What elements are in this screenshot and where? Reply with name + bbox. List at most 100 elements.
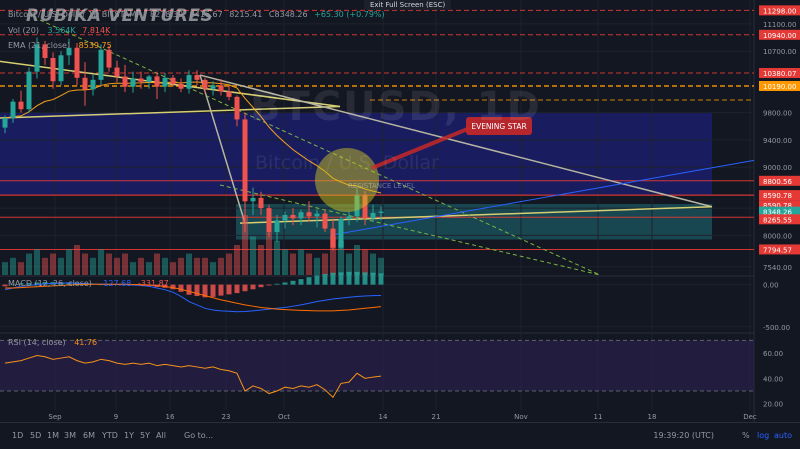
timeframe-6m[interactable]: 6M bbox=[83, 431, 95, 440]
evening-star-label-box bbox=[466, 117, 532, 135]
candle bbox=[282, 211, 288, 229]
candle-body bbox=[226, 91, 232, 97]
candle-body bbox=[114, 67, 120, 77]
rsi-indicator-label[interactable]: RSI (14, close) 41.76 bbox=[8, 338, 97, 347]
macd-indicator-label[interactable]: MACD (12, 26, close) -127.68 -331.87 bbox=[8, 279, 169, 288]
volume-bar bbox=[18, 262, 24, 275]
macd-histogram-bar bbox=[322, 274, 328, 285]
x-tick-label: 9 bbox=[114, 413, 118, 421]
percent-scale-toggle[interactable]: % bbox=[742, 431, 750, 440]
candle bbox=[18, 90, 24, 113]
candle-body bbox=[90, 79, 96, 90]
candle-body bbox=[330, 228, 336, 248]
macd-histogram-bar bbox=[290, 280, 296, 285]
candle bbox=[178, 78, 184, 93]
candle bbox=[314, 209, 320, 228]
timeframe-1y[interactable]: 1Y bbox=[124, 431, 134, 440]
name-watermark: Bitcoin / U.S. Dollar bbox=[255, 152, 439, 174]
candle-body bbox=[250, 197, 256, 202]
timeframe-5y[interactable]: 5Y bbox=[140, 431, 150, 440]
candle-body bbox=[178, 83, 184, 89]
log-scale-toggle[interactable]: log bbox=[757, 431, 770, 440]
candle bbox=[162, 73, 168, 93]
x-tick-label: Oct bbox=[278, 413, 290, 421]
ema-indicator-label[interactable]: EMA (21, close) 8539.75 bbox=[8, 41, 112, 50]
macd-series-line bbox=[5, 283, 382, 312]
volume-bar bbox=[58, 257, 64, 275]
macd-histogram-bar bbox=[266, 284, 272, 286]
timeframe-5d[interactable]: 5D bbox=[30, 431, 42, 440]
candle bbox=[202, 77, 208, 94]
y-tick-label: 8000.00 bbox=[763, 232, 792, 240]
macd-histogram-bar bbox=[2, 284, 8, 287]
candle-body bbox=[218, 85, 224, 92]
volume-bar bbox=[250, 236, 256, 275]
candle bbox=[26, 67, 32, 113]
volume-bar bbox=[338, 240, 344, 275]
price-label-text: 8348.26 bbox=[763, 209, 792, 217]
volume-bar bbox=[354, 245, 360, 275]
macd-histogram-bar bbox=[346, 271, 352, 285]
volume-bar bbox=[34, 249, 40, 275]
macd-histogram-bar bbox=[242, 284, 248, 292]
auto-scale-toggle[interactable]: auto bbox=[774, 431, 793, 440]
ohlc-readout: 8278.39 8416.67 8215.41 C8348.26 +65.30 … bbox=[150, 10, 389, 19]
volume-bar bbox=[106, 253, 112, 275]
candle-body bbox=[130, 78, 136, 87]
volume-bar bbox=[2, 262, 8, 275]
x-tick-label: 16 bbox=[166, 413, 175, 421]
candle-body bbox=[170, 77, 176, 84]
exit-fullscreen-button[interactable]: Exit Full Screen (ESC) bbox=[364, 0, 452, 10]
price-label-tag bbox=[759, 68, 800, 79]
candle bbox=[138, 71, 144, 89]
candle bbox=[322, 209, 328, 233]
timeframe-1m[interactable]: 1M bbox=[47, 431, 59, 440]
macd-histogram-bar bbox=[178, 284, 184, 292]
y-tick-label: 9800.00 bbox=[763, 110, 792, 118]
candle bbox=[266, 204, 272, 237]
candle-body bbox=[2, 118, 8, 128]
volume-bar bbox=[170, 262, 176, 275]
utc-clock[interactable]: 19:39:20 (UTC) bbox=[653, 431, 714, 440]
candle bbox=[226, 85, 232, 101]
price-label-tag bbox=[759, 206, 800, 217]
timeframe-all[interactable]: All bbox=[156, 431, 166, 440]
candle bbox=[170, 75, 176, 87]
volume-bar bbox=[10, 257, 16, 275]
candle bbox=[378, 206, 384, 221]
candle bbox=[330, 218, 336, 251]
volume-indicator-label[interactable]: Vol (20) 3.564K 7.814K bbox=[8, 26, 110, 35]
candle bbox=[298, 209, 304, 226]
volume-bar bbox=[370, 253, 376, 275]
volume-bar bbox=[186, 253, 192, 275]
volume-bar bbox=[242, 215, 248, 275]
x-tick-label: Nov bbox=[514, 413, 528, 421]
candle-body bbox=[202, 79, 208, 89]
candle-body bbox=[50, 58, 56, 82]
timeframe-1d[interactable]: 1D bbox=[12, 431, 24, 440]
macd-series-line bbox=[4, 282, 382, 313]
macd-histogram-bar bbox=[274, 283, 280, 285]
macd-histogram-bar bbox=[194, 284, 200, 297]
macd-histogram-bar bbox=[306, 277, 312, 285]
goto-date-button[interactable]: Go to... bbox=[184, 431, 214, 440]
price-label-text: 7794.57 bbox=[763, 246, 792, 254]
timeframe-ytd[interactable]: YTD bbox=[102, 431, 118, 440]
price-label-tag bbox=[759, 214, 800, 225]
x-tick-label: Sep bbox=[48, 413, 62, 421]
volume-bar bbox=[98, 249, 104, 275]
evening-star-label: EVENING STAR bbox=[471, 122, 526, 131]
macd-histogram-bar bbox=[354, 271, 360, 285]
macd-tick-label: 0.00 bbox=[763, 282, 779, 290]
price-label-text: 8265.55 bbox=[763, 216, 792, 224]
price-label-text: 8590.78 bbox=[763, 192, 792, 200]
timeframe-3m[interactable]: 3M bbox=[64, 431, 76, 440]
candle bbox=[186, 70, 192, 94]
macd-histogram-bar bbox=[218, 284, 224, 296]
volume-bar bbox=[298, 249, 304, 275]
brand-watermark: RUBIKA VENTURES bbox=[26, 6, 214, 26]
trend-line-blue bbox=[329, 159, 755, 236]
volume-bar bbox=[274, 240, 280, 275]
x-tick-label: 18 bbox=[648, 413, 657, 421]
high-value: 8416.67 bbox=[189, 10, 223, 19]
